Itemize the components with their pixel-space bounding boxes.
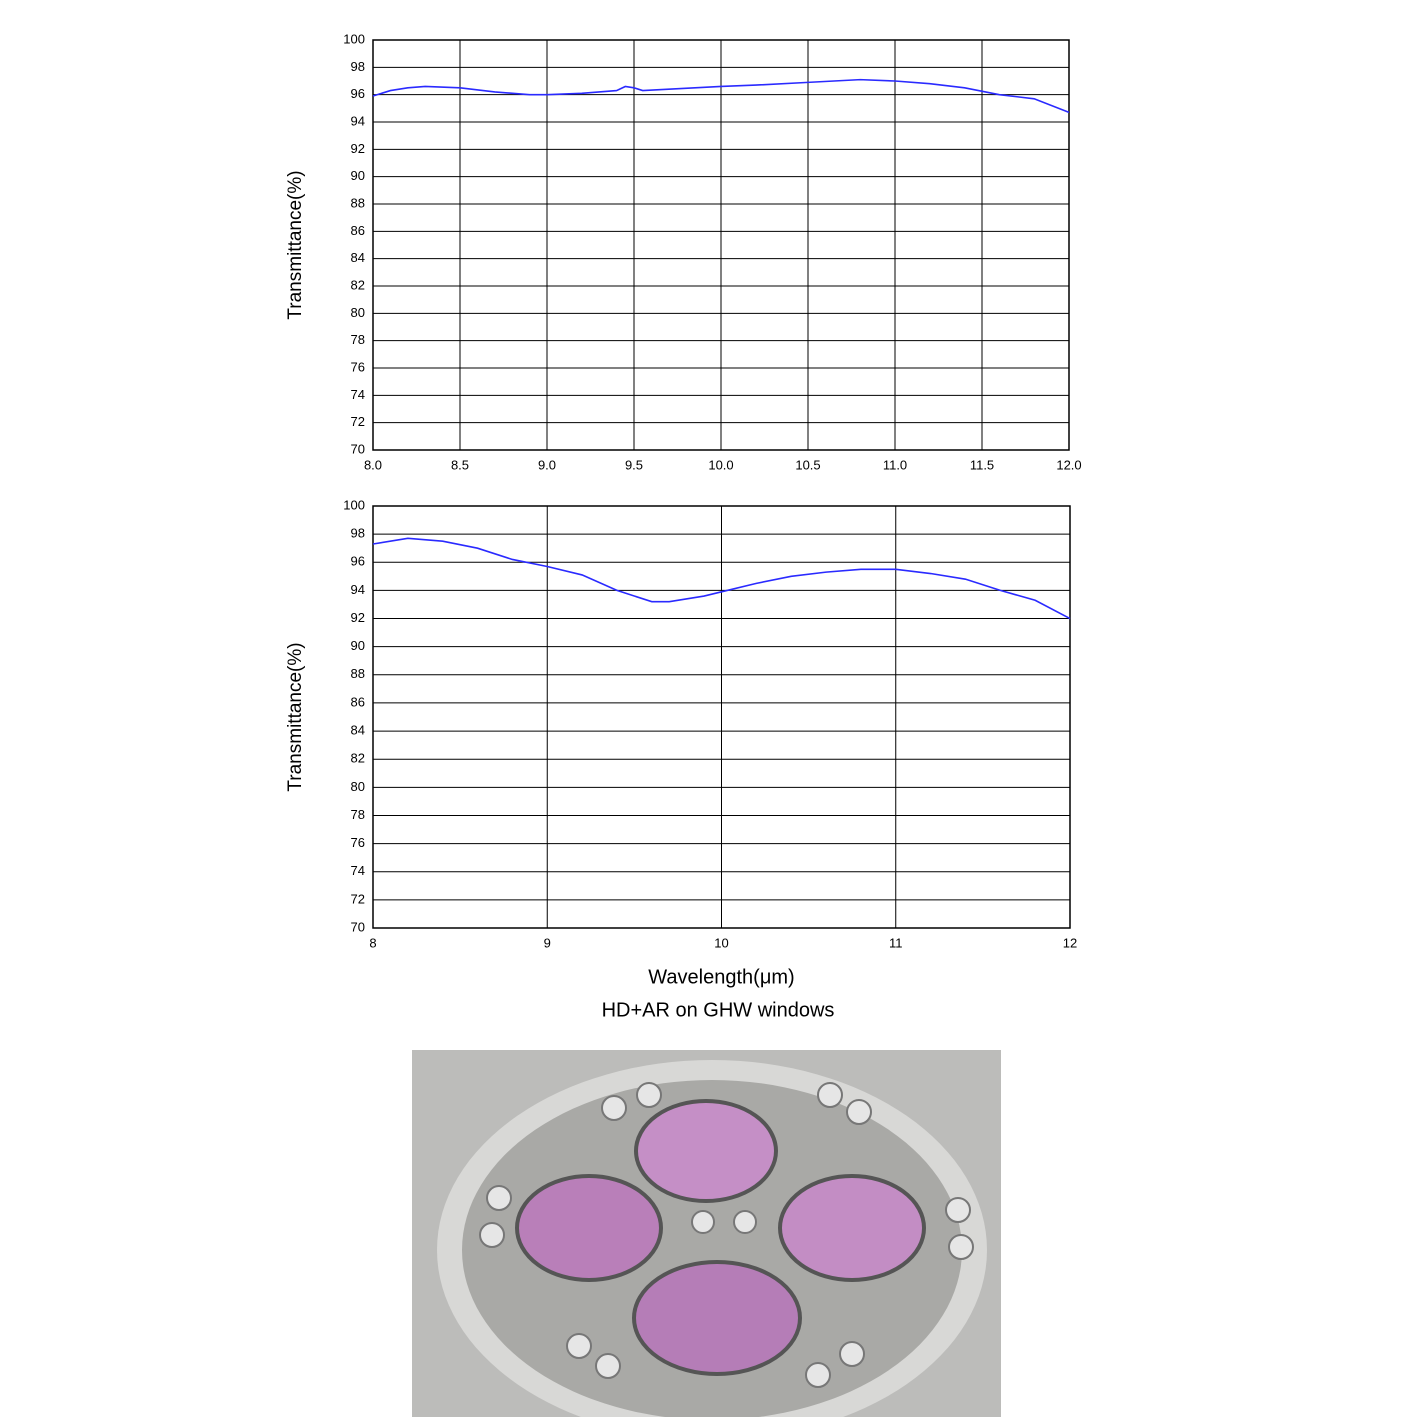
data-line xyxy=(372,78,1070,114)
x-tick-label: 8 xyxy=(369,935,376,950)
y-tick-label: 76 xyxy=(351,835,365,850)
y-tick-label: 92 xyxy=(351,610,365,625)
y-tick-label: 74 xyxy=(351,863,365,878)
y-tick-label: 94 xyxy=(351,582,365,597)
y-tick-label: 80 xyxy=(351,779,365,794)
y-axis-title: Transmittance(%) xyxy=(285,642,306,791)
y-tick-label: 70 xyxy=(351,919,365,934)
y-tick-label: 82 xyxy=(351,277,365,292)
screws xyxy=(479,1082,974,1388)
data-line xyxy=(372,537,1071,620)
y-tick-label: 72 xyxy=(351,414,365,429)
y-tick-label: 92 xyxy=(351,141,365,156)
y-tick-label: 74 xyxy=(351,387,365,402)
y-tick-label: 100 xyxy=(343,31,365,46)
y-tick-label: 98 xyxy=(351,59,365,74)
window xyxy=(632,1260,802,1376)
x-tick-label: 9.5 xyxy=(625,457,643,472)
y-tick-label: 84 xyxy=(351,250,365,265)
x-tick-label: 12 xyxy=(1063,935,1077,950)
x-tick-label: 10.0 xyxy=(708,457,733,472)
y-tick-label: 88 xyxy=(351,666,365,681)
y-tick-label: 86 xyxy=(351,223,365,238)
y-tick-label: 96 xyxy=(351,554,365,569)
y-tick-label: 90 xyxy=(351,638,365,653)
x-tick-label: 11.0 xyxy=(883,457,907,472)
y-tick-label: 84 xyxy=(351,723,365,738)
y-tick-label: 70 xyxy=(351,441,365,456)
x-tick-label: 11.5 xyxy=(970,457,994,472)
y-tick-label: 100 xyxy=(343,497,365,512)
x-tick-label: 9.0 xyxy=(538,457,556,472)
y-tick-label: 76 xyxy=(351,359,365,374)
x-tick-label: 10 xyxy=(714,935,728,950)
photo xyxy=(412,1050,1001,1417)
y-tick-label: 96 xyxy=(351,86,365,101)
windows xyxy=(515,1099,926,1376)
caption: HD+AR on GHW windows xyxy=(602,999,835,1021)
y-tick-label: 78 xyxy=(351,332,365,347)
y-tick-label: 90 xyxy=(351,168,365,183)
window xyxy=(634,1099,778,1203)
x-tick-label: 10.5 xyxy=(795,457,820,472)
y-tick-label: 86 xyxy=(351,694,365,709)
x-tick-label: 9 xyxy=(544,935,551,950)
y-tick-label: 94 xyxy=(351,113,365,128)
y-tick-label: 88 xyxy=(351,195,365,210)
y-tick-label: 72 xyxy=(351,891,365,906)
window xyxy=(515,1174,663,1282)
x-tick-label: 8.0 xyxy=(364,457,382,472)
y-tick-label: 80 xyxy=(351,305,365,320)
y-tick-label: 78 xyxy=(351,807,365,822)
y-axis-title: Transmittance(%) xyxy=(285,170,306,319)
x-tick-label: 11 xyxy=(889,935,903,950)
x-axis-title: Wavelength(μm) xyxy=(648,966,794,988)
y-tick-label: 82 xyxy=(351,751,365,766)
x-tick-label: 8.5 xyxy=(451,457,469,472)
window xyxy=(778,1174,926,1282)
y-tick-label: 98 xyxy=(351,526,365,541)
window-plate xyxy=(462,1080,962,1417)
x-tick-label: 12.0 xyxy=(1056,457,1081,472)
